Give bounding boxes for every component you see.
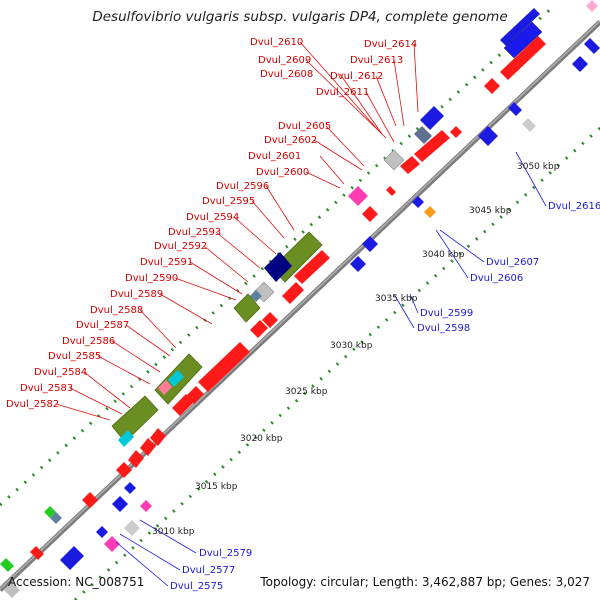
reverse-gene-labels: Dvul_2575 Dvul_2577 Dvul_2579 Dvul_2598 … — [170, 201, 600, 592]
gene-label[interactable]: Dvul_2595 — [202, 196, 255, 207]
grey-feature — [383, 149, 405, 171]
scale-tick: 3035 kbp — [375, 294, 418, 304]
cyan-feature — [118, 430, 134, 447]
scale-tick: 3050 kbp — [517, 162, 560, 172]
gene-label[interactable]: Dvul_2585 — [48, 351, 101, 362]
pink-feature — [158, 380, 172, 395]
gene-label[interactable]: Dvul_2610 — [250, 37, 303, 48]
gene-label[interactable]: Dvul_2590 — [125, 273, 178, 284]
gene-label[interactable]: Dvul_2608 — [260, 69, 313, 80]
pink-feature — [348, 186, 368, 206]
gene-label[interactable]: Dvul_2583 — [20, 383, 73, 394]
scale-tick: 3015 kbp — [195, 482, 238, 492]
gene-label[interactable]: Dvul_2599 — [420, 308, 473, 319]
gene-label[interactable]: Dvul_2584 — [34, 367, 87, 378]
slate-feature — [50, 512, 62, 524]
slate-feature — [250, 290, 262, 302]
gene-label[interactable]: Dvul_2587 — [76, 320, 129, 331]
forward-label-connectors — [55, 41, 419, 421]
gene-label[interactable]: Dvul_2586 — [62, 336, 115, 347]
slate-feature — [414, 126, 432, 144]
gene-label[interactable]: Dvul_2600 — [256, 167, 309, 178]
navy-feature — [264, 252, 292, 282]
cyan-feature — [168, 370, 184, 387]
gene-label[interactable]: Dvul_2606 — [470, 273, 523, 284]
scale-tick: 3010 kbp — [152, 527, 195, 537]
forward-cds-track — [30, 36, 546, 560]
gene-label[interactable]: Dvul_2592 — [154, 241, 207, 252]
genome-summary: Topology: circular; Length: 3,462,887 bp… — [260, 575, 590, 589]
gene-label[interactable]: Dvul_2591 — [140, 257, 193, 268]
aux-feature-track — [0, 126, 432, 598]
gene-label[interactable]: Dvul_2598 — [417, 323, 470, 334]
gene-label[interactable]: Dvul_2612 — [330, 71, 383, 82]
reverse-cds-track — [60, 8, 600, 570]
genome-backbone-highlight — [0, 20, 600, 590]
gene-label[interactable]: Dvul_2613 — [350, 55, 403, 66]
pink-feature — [586, 0, 598, 12]
gene-label[interactable]: Dvul_2605 — [278, 121, 331, 132]
gene-label[interactable]: Dvul_2596 — [216, 181, 269, 192]
gene-label[interactable]: Dvul_2594 — [186, 212, 239, 223]
gene-label[interactable]: Dvul_2609 — [258, 55, 311, 66]
gene-label[interactable]: Dvul_2588 — [90, 305, 143, 316]
gene-label[interactable]: Dvul_2589 — [110, 289, 163, 300]
scale-tick: 3040 kbp — [422, 250, 465, 260]
reverse-label-connectors — [115, 151, 547, 587]
scale-tick: 3025 kbp — [285, 387, 328, 397]
genome-title: Desulfovibrio vulgaris subsp. vulgaris D… — [92, 9, 508, 25]
gene-label[interactable]: Dvul_2579 — [199, 548, 252, 559]
gene-label[interactable]: Dvul_2601 — [248, 151, 301, 162]
accession-text: Accession: NC_008751 — [8, 575, 145, 589]
gene-label[interactable]: Dvul_2577 — [182, 565, 235, 576]
gene-label[interactable]: Dvul_2611 — [316, 87, 369, 98]
gene-label[interactable]: Dvul_2607 — [486, 257, 539, 268]
grey-feature — [4, 582, 20, 598]
gene-label[interactable]: Dvul_2614 — [364, 39, 417, 50]
green-feature — [0, 558, 14, 572]
scale-tick: 3030 kbp — [330, 341, 373, 351]
gene-label[interactable]: Dvul_2616 — [548, 201, 600, 212]
gc-track-inner — [73, 126, 600, 600]
gene-label[interactable]: Dvul_2582 — [6, 399, 59, 410]
scale-tick: 3020 kbp — [240, 434, 283, 444]
scale-ticks: 3010 kbp 3015 kbp 3020 kbp 3025 kbp 3030… — [152, 162, 560, 537]
scale-tick: 3045 kbp — [469, 206, 512, 216]
forward-gene-labels: Dvul_2582 Dvul_2583 Dvul_2584 Dvul_2585 … — [6, 37, 417, 410]
gene-label[interactable]: Dvul_2593 — [168, 227, 221, 238]
gene-label[interactable]: Dvul_2575 — [170, 581, 223, 592]
gene-label[interactable]: Dvul_2602 — [264, 135, 317, 146]
